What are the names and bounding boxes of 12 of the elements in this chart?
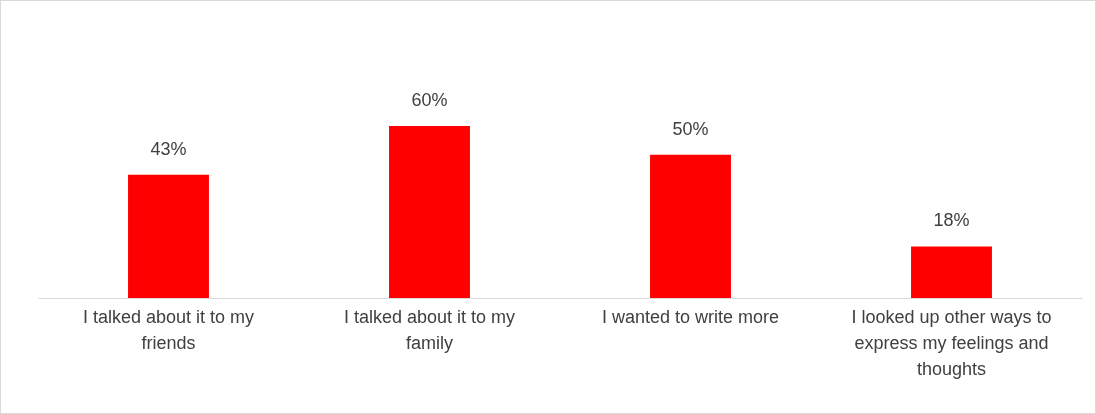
data-label: 18% bbox=[933, 210, 970, 231]
data-label: 50% bbox=[672, 118, 709, 139]
data-label: 43% bbox=[150, 138, 187, 159]
data-label: 60% bbox=[411, 90, 448, 110]
x-tick-label: I talked about it to my family bbox=[343, 306, 516, 353]
x-tick-label: I looked up other ways to express my feelings and thoughts bbox=[851, 306, 1052, 379]
bar bbox=[650, 154, 731, 298]
x-tick-label: I talked about it to my friends bbox=[82, 306, 255, 353]
x-tick-label: I wanted to write more bbox=[601, 306, 780, 327]
bar bbox=[389, 126, 470, 298]
bar bbox=[128, 174, 209, 298]
bar bbox=[911, 246, 992, 298]
